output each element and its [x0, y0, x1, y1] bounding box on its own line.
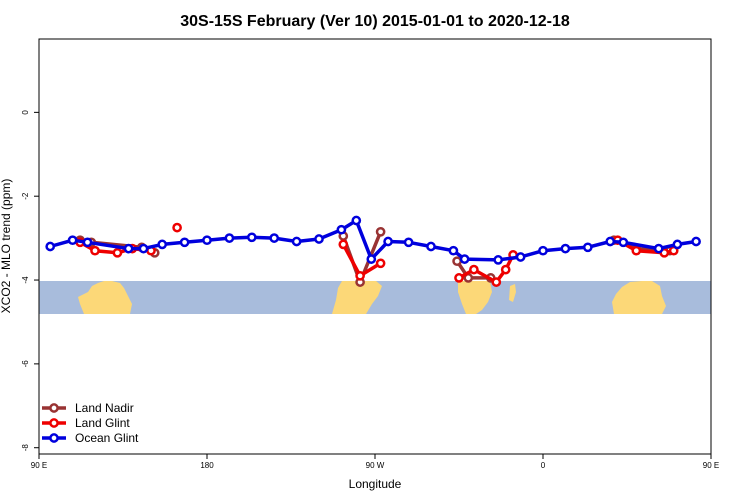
x-tick-label: 90 E	[31, 461, 47, 470]
data-point	[375, 258, 386, 269]
y-tick-label: 0	[21, 110, 30, 115]
data-point	[269, 233, 280, 243]
legend-marker	[49, 403, 59, 413]
y-tick-label: -6	[21, 360, 30, 368]
data-point	[672, 239, 683, 250]
data-point	[582, 242, 593, 253]
data-point	[202, 235, 212, 246]
data-point	[355, 270, 365, 281]
data-point	[454, 273, 464, 283]
series-layer	[45, 215, 701, 287]
legend-label: Land Nadir	[75, 401, 134, 415]
y-tick-label: -4	[21, 276, 30, 284]
data-point	[538, 245, 548, 256]
data-point	[90, 245, 100, 256]
data-point	[459, 254, 470, 264]
data-point	[515, 252, 526, 262]
data-point	[403, 237, 414, 248]
data-point	[157, 239, 168, 250]
data-point	[336, 224, 347, 235]
legend-label: Land Glint	[75, 416, 130, 430]
y-tick-label: -2	[21, 192, 30, 200]
map-land-south-america	[332, 281, 382, 314]
data-point	[560, 243, 571, 254]
data-point	[631, 245, 642, 256]
legend-marker	[49, 418, 59, 428]
data-point	[491, 277, 502, 287]
data-point	[123, 243, 134, 254]
data-point	[246, 232, 257, 243]
x-tick-label: 180	[200, 461, 214, 470]
data-point	[138, 243, 149, 254]
data-point	[383, 236, 393, 247]
map-band	[39, 281, 711, 314]
data-point	[366, 254, 377, 264]
y-axis: 0 -2 -4 -6 -8	[21, 110, 39, 452]
data-point	[452, 256, 462, 267]
chart-title: 30S-15S February (Ver 10) 2015-01-01 to …	[180, 13, 570, 30]
y-tick-label: -8	[21, 444, 30, 452]
data-point	[375, 226, 386, 237]
data-point	[179, 237, 190, 248]
data-point	[82, 237, 93, 248]
data-point	[448, 245, 459, 256]
data-point	[338, 239, 349, 250]
data-point	[351, 215, 362, 226]
data-point	[469, 264, 479, 275]
data-point	[618, 237, 629, 248]
map-land-australia-1	[78, 281, 132, 314]
data-point	[224, 233, 235, 243]
data-point	[691, 236, 701, 247]
map-land-africa	[458, 281, 492, 314]
data-point	[45, 241, 56, 252]
x-tick-label: 0	[541, 461, 546, 470]
data-point	[291, 236, 302, 247]
data-point	[172, 222, 182, 233]
data-point	[426, 241, 436, 252]
data-point	[67, 235, 78, 246]
x-axis-label: Longitude	[349, 477, 402, 491]
data-point	[653, 243, 664, 254]
x-tick-label: 90 E	[703, 461, 719, 470]
series-ocean-glint	[45, 215, 701, 265]
data-point	[314, 234, 324, 244]
map-land-australia-2	[612, 281, 666, 314]
legend-label: Ocean Glint	[75, 431, 139, 445]
data-point	[605, 236, 616, 247]
x-tick-label: 90 W	[366, 461, 385, 470]
data-point	[493, 255, 504, 265]
data-point	[112, 247, 123, 258]
x-axis: 90 E 180 90 W 0 90 E	[31, 454, 719, 470]
data-point	[500, 264, 511, 275]
y-axis-label: XCO2 - MLO trend (ppm)	[0, 179, 13, 314]
legend-marker	[49, 433, 59, 443]
map-land-madagascar	[509, 284, 516, 302]
